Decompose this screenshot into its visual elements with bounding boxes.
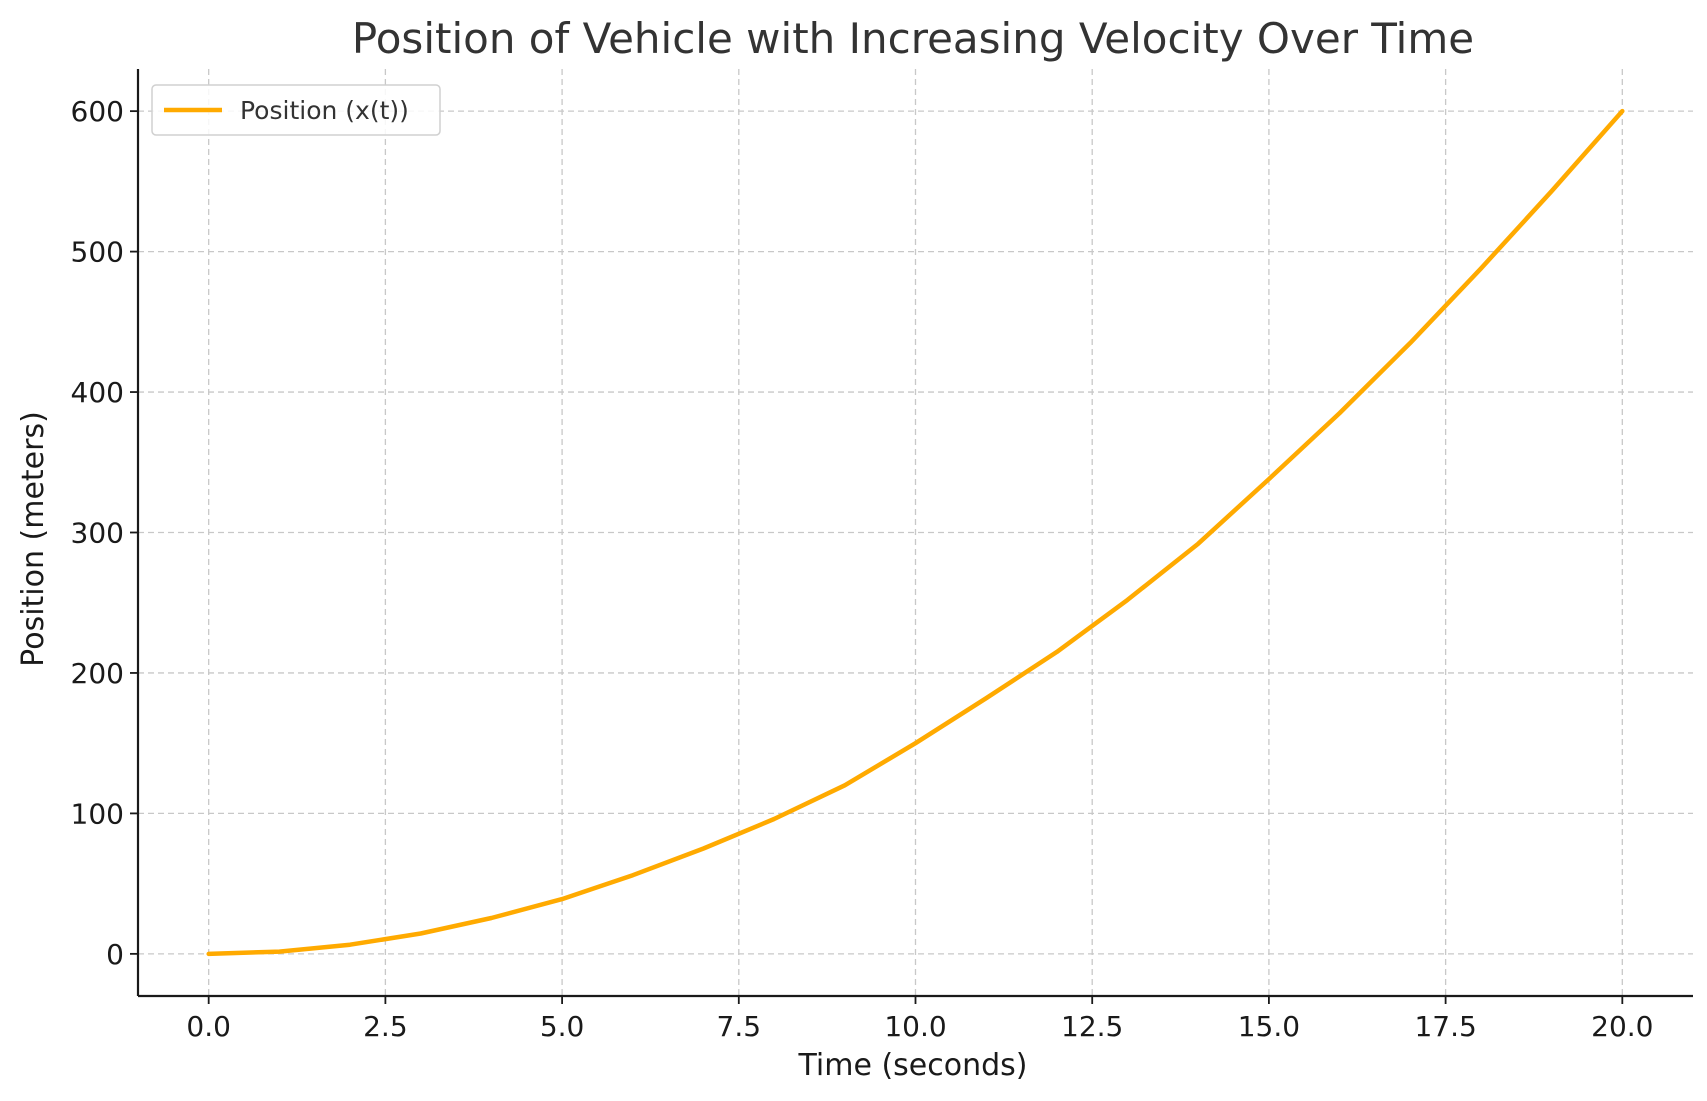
y-tick-label: 400 [71, 376, 124, 409]
x-tick-label: 2.5 [363, 1010, 408, 1043]
ticks: 0.0 2.5 5.0 7.5 10.0 12.5 15.0 17.5 20.0 0 100 200 3… [71, 95, 1654, 1043]
y-tick-label: 200 [71, 657, 124, 690]
chart-title: Position of Vehicle with Increasing Velo… [352, 14, 1474, 63]
y-axis-label: Position (meters) [16, 411, 51, 667]
y-tick-label: 100 [71, 797, 124, 830]
legend: Position (x(t)) [151, 84, 441, 136]
x-tick-label: 15.0 [1238, 1010, 1300, 1043]
x-tick-label: 10.0 [884, 1010, 946, 1043]
legend-box [151, 84, 441, 136]
x-tick-label: 17.5 [1414, 1010, 1476, 1043]
x-tick-label: 7.5 [717, 1010, 762, 1043]
y-tick-label: 500 [71, 236, 124, 269]
y-tick-label: 0 [106, 938, 124, 971]
legend-label: Position (x(t)) [240, 96, 409, 125]
grid [138, 69, 1693, 996]
x-tick-label: 5.0 [540, 1010, 585, 1043]
x-tick-label: 12.5 [1061, 1010, 1123, 1043]
x-tick-label: 0.0 [186, 1010, 231, 1043]
x-tick-label: 20.0 [1591, 1010, 1653, 1043]
series-layer [206, 108, 1625, 957]
y-tick-label: 600 [71, 95, 124, 128]
x-axis-label: Time (seconds) [798, 1048, 1028, 1083]
series-line-position [206, 108, 1625, 957]
y-tick-label: 300 [71, 517, 124, 550]
